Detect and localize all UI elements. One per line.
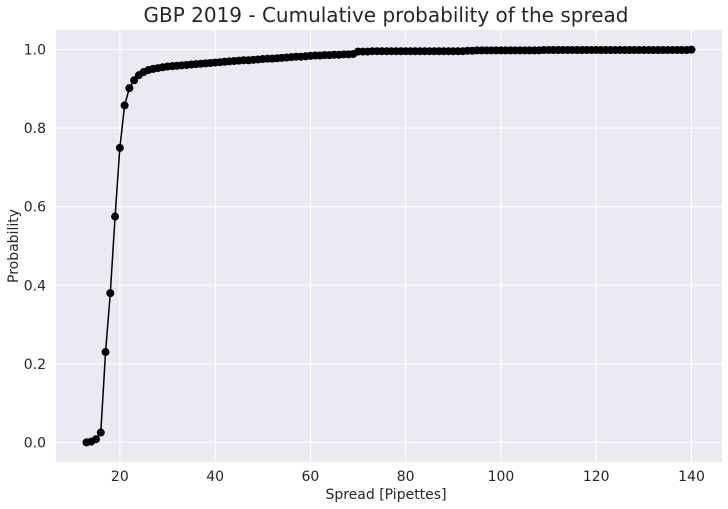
data-point [115, 143, 124, 152]
plot-area [56, 30, 722, 462]
data-point [120, 101, 129, 110]
data-point [101, 348, 110, 357]
y-axis-label: Probability [6, 209, 22, 283]
x-axis-ticks: 20 40 60 80 100 120 140 [111, 469, 705, 485]
y-tick-label: 0.2 [24, 357, 46, 373]
x-tick-label: 120 [583, 469, 610, 485]
data-point [92, 435, 101, 444]
data-point [96, 428, 105, 437]
x-tick-label: 20 [111, 469, 129, 485]
x-tick-label: 60 [301, 469, 319, 485]
x-tick-label: 80 [397, 469, 415, 485]
x-tick-label: 100 [488, 469, 515, 485]
x-tick-label: 140 [678, 469, 705, 485]
y-tick-label: 0.6 [24, 200, 46, 216]
y-tick-label: 0.4 [24, 278, 46, 294]
x-tick-label: 40 [206, 469, 224, 485]
chart-title: GBP 2019 - Cumulative probability of the… [143, 3, 628, 27]
y-tick-label: 1.0 [24, 43, 46, 59]
y-tick-label: 0.0 [24, 435, 46, 451]
data-point [687, 45, 696, 54]
series-group [82, 45, 696, 447]
data-point [130, 76, 139, 85]
data-point [106, 289, 115, 298]
data-point [125, 84, 134, 93]
data-point [111, 212, 120, 221]
y-tick-label: 0.8 [24, 121, 46, 137]
x-axis-label: Spread [Pipettes] [325, 487, 446, 503]
y-axis-ticks: 0.0 0.2 0.4 0.6 0.8 1.0 [24, 43, 46, 452]
